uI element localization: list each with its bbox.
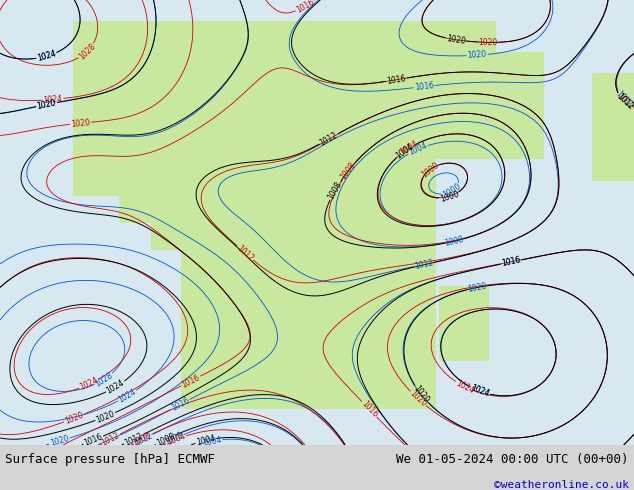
Text: 1004: 1004 — [394, 142, 415, 160]
Text: 1008: 1008 — [155, 431, 176, 448]
Text: 1020: 1020 — [467, 281, 488, 294]
Text: 1008: 1008 — [163, 431, 184, 447]
Text: 1008: 1008 — [327, 180, 344, 201]
Text: 1016: 1016 — [295, 0, 316, 15]
Text: 1008: 1008 — [443, 235, 464, 247]
Text: 1000: 1000 — [420, 160, 441, 179]
Text: 1012: 1012 — [614, 92, 634, 111]
Text: 1016: 1016 — [180, 372, 202, 389]
Text: 1024: 1024 — [36, 49, 57, 63]
Text: 1016: 1016 — [82, 432, 104, 448]
Text: 1024: 1024 — [43, 94, 63, 105]
Text: 1024: 1024 — [36, 49, 57, 63]
Text: 1024: 1024 — [117, 387, 138, 405]
Text: 1016: 1016 — [359, 399, 379, 419]
Text: Surface pressure [hPa] ECMWF: Surface pressure [hPa] ECMWF — [5, 453, 215, 466]
Text: 1016: 1016 — [501, 256, 521, 269]
Text: We 01-05-2024 00:00 UTC (00+00): We 01-05-2024 00:00 UTC (00+00) — [396, 453, 629, 466]
Text: ©weatheronline.co.uk: ©weatheronline.co.uk — [494, 480, 629, 490]
Text: 1024: 1024 — [79, 376, 100, 392]
Text: 1008: 1008 — [339, 161, 358, 181]
Text: 1028: 1028 — [77, 42, 97, 61]
Text: 1024: 1024 — [455, 378, 476, 395]
Text: 1020: 1020 — [36, 98, 57, 111]
Text: 1020: 1020 — [478, 38, 498, 47]
Text: 1012: 1012 — [414, 258, 434, 271]
Text: 1004: 1004 — [165, 432, 186, 447]
Text: 1020: 1020 — [36, 98, 57, 111]
Text: 1000: 1000 — [441, 182, 462, 200]
Text: 1012: 1012 — [614, 90, 634, 110]
Text: 1020: 1020 — [467, 50, 487, 60]
Text: 1024: 1024 — [469, 384, 491, 399]
Text: 1020: 1020 — [63, 411, 84, 426]
Text: 1008: 1008 — [131, 431, 153, 448]
Text: 1016: 1016 — [414, 81, 434, 92]
Text: 1020: 1020 — [49, 434, 70, 448]
Text: 1012: 1012 — [100, 431, 122, 447]
Text: 1012: 1012 — [133, 431, 154, 447]
Text: 1020: 1020 — [70, 118, 91, 128]
Text: 1012: 1012 — [235, 243, 256, 263]
Text: 1028: 1028 — [93, 370, 114, 389]
Text: 1020: 1020 — [408, 389, 428, 409]
Text: 1012: 1012 — [318, 130, 339, 147]
Text: 1020: 1020 — [411, 384, 430, 405]
Text: 1004: 1004 — [202, 435, 223, 447]
Text: 1016: 1016 — [501, 256, 521, 269]
Text: 1020: 1020 — [446, 34, 466, 46]
Text: 1004: 1004 — [195, 434, 216, 447]
Text: 1016: 1016 — [170, 396, 191, 413]
Text: 1004: 1004 — [399, 139, 420, 157]
Text: 1012: 1012 — [123, 431, 144, 447]
Text: 1000: 1000 — [439, 189, 460, 204]
Text: 1004: 1004 — [407, 141, 429, 157]
Text: 1020: 1020 — [94, 409, 116, 424]
Text: 1024: 1024 — [105, 378, 126, 395]
Text: 1024: 1024 — [469, 384, 491, 399]
Text: 1012: 1012 — [614, 92, 634, 111]
Text: 1016: 1016 — [386, 74, 407, 86]
